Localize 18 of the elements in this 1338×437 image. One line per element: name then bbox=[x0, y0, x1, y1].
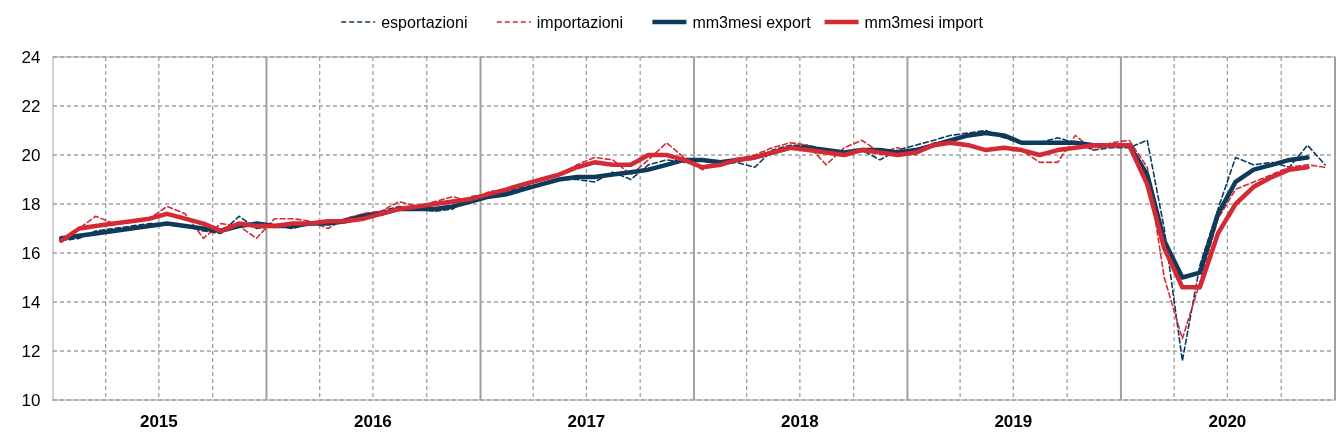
y-tick-label: 18 bbox=[21, 194, 41, 214]
x-tick-label: 2019 bbox=[994, 412, 1033, 431]
legend-label: mm3mesi export bbox=[692, 13, 812, 31]
y-tick-label: 24 bbox=[21, 47, 41, 67]
legend-label: mm3mesi import bbox=[864, 13, 984, 31]
y-tick-label: 14 bbox=[21, 292, 41, 312]
y-tick-label: 22 bbox=[21, 96, 41, 116]
x-tick-label: 2015 bbox=[139, 412, 178, 431]
x-tick-label: 2016 bbox=[354, 412, 392, 431]
legend-label: esportazioni bbox=[381, 13, 468, 31]
y-tick-label: 20 bbox=[21, 145, 41, 165]
x-tick-label: 2017 bbox=[567, 412, 606, 431]
y-tick-label: 10 bbox=[21, 390, 41, 410]
y-tick-label: 16 bbox=[21, 243, 41, 263]
x-tick-label: 2020 bbox=[1208, 412, 1247, 431]
legend-label: importazioni bbox=[536, 13, 624, 31]
x-tick-label: 2018 bbox=[780, 412, 819, 431]
y-tick-label: 12 bbox=[21, 341, 41, 361]
